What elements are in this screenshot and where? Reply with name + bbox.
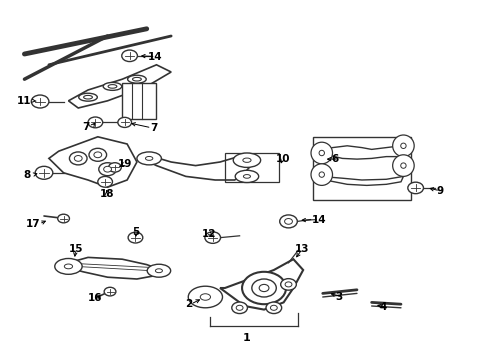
Ellipse shape bbox=[392, 155, 413, 176]
Ellipse shape bbox=[319, 150, 324, 156]
Text: 10: 10 bbox=[275, 154, 289, 164]
Ellipse shape bbox=[243, 158, 250, 162]
Ellipse shape bbox=[233, 153, 260, 167]
Text: 5: 5 bbox=[132, 227, 139, 237]
Circle shape bbox=[118, 117, 131, 127]
Text: 8: 8 bbox=[23, 170, 30, 180]
Text: 2: 2 bbox=[184, 299, 191, 309]
Ellipse shape bbox=[145, 157, 153, 160]
Ellipse shape bbox=[127, 75, 146, 83]
Circle shape bbox=[58, 214, 69, 223]
Ellipse shape bbox=[103, 82, 122, 90]
Ellipse shape bbox=[108, 85, 117, 88]
Ellipse shape bbox=[310, 142, 332, 164]
Bar bbox=[122, 83, 156, 119]
Ellipse shape bbox=[155, 269, 162, 273]
Circle shape bbox=[285, 282, 291, 287]
Polygon shape bbox=[49, 137, 137, 187]
Circle shape bbox=[279, 215, 297, 228]
Circle shape bbox=[242, 272, 285, 304]
Circle shape bbox=[122, 50, 137, 62]
Text: 4: 4 bbox=[379, 302, 386, 312]
Circle shape bbox=[259, 284, 268, 292]
Circle shape bbox=[103, 166, 111, 172]
Text: 14: 14 bbox=[148, 51, 163, 62]
Circle shape bbox=[104, 287, 116, 296]
Text: 7: 7 bbox=[81, 122, 89, 132]
Circle shape bbox=[270, 305, 277, 310]
Ellipse shape bbox=[319, 172, 324, 177]
Polygon shape bbox=[142, 155, 254, 180]
Circle shape bbox=[128, 232, 142, 243]
Circle shape bbox=[31, 95, 49, 108]
Ellipse shape bbox=[310, 164, 332, 185]
Text: 9: 9 bbox=[436, 186, 443, 196]
Text: 6: 6 bbox=[331, 154, 338, 164]
Circle shape bbox=[98, 176, 112, 187]
Bar bbox=[224, 153, 278, 182]
Text: 14: 14 bbox=[311, 215, 326, 225]
Circle shape bbox=[407, 182, 423, 194]
Text: 15: 15 bbox=[68, 244, 83, 254]
Text: 1: 1 bbox=[243, 333, 250, 343]
Circle shape bbox=[284, 219, 292, 224]
Circle shape bbox=[89, 148, 106, 161]
Text: 18: 18 bbox=[99, 189, 114, 199]
Ellipse shape bbox=[132, 77, 141, 81]
Ellipse shape bbox=[147, 264, 170, 277]
Polygon shape bbox=[63, 257, 161, 279]
Ellipse shape bbox=[235, 170, 258, 183]
Circle shape bbox=[35, 166, 53, 179]
Circle shape bbox=[204, 232, 220, 243]
Ellipse shape bbox=[400, 163, 405, 168]
Text: 11: 11 bbox=[17, 96, 32, 106]
Ellipse shape bbox=[64, 264, 72, 269]
Ellipse shape bbox=[400, 143, 405, 149]
Polygon shape bbox=[320, 146, 405, 159]
Ellipse shape bbox=[200, 294, 210, 300]
Circle shape bbox=[69, 152, 87, 165]
Text: 12: 12 bbox=[202, 229, 216, 239]
Circle shape bbox=[236, 305, 243, 310]
Ellipse shape bbox=[83, 95, 92, 99]
Ellipse shape bbox=[392, 135, 413, 157]
Polygon shape bbox=[320, 176, 403, 185]
Circle shape bbox=[88, 117, 102, 128]
Bar bbox=[312, 137, 410, 200]
Text: 16: 16 bbox=[88, 293, 102, 303]
Polygon shape bbox=[220, 259, 303, 310]
Ellipse shape bbox=[55, 258, 82, 274]
Text: 13: 13 bbox=[294, 244, 309, 254]
Circle shape bbox=[265, 302, 281, 314]
Circle shape bbox=[74, 156, 82, 161]
Polygon shape bbox=[68, 65, 171, 108]
Circle shape bbox=[251, 279, 276, 297]
Circle shape bbox=[94, 152, 102, 158]
Ellipse shape bbox=[188, 286, 222, 308]
Circle shape bbox=[108, 163, 121, 172]
Text: 19: 19 bbox=[117, 159, 132, 169]
Ellipse shape bbox=[79, 93, 97, 101]
Text: 17: 17 bbox=[26, 219, 41, 229]
Ellipse shape bbox=[243, 175, 250, 178]
Circle shape bbox=[280, 279, 296, 290]
Circle shape bbox=[231, 302, 247, 314]
Ellipse shape bbox=[137, 152, 161, 165]
Text: 3: 3 bbox=[335, 292, 342, 302]
Text: 7: 7 bbox=[150, 123, 158, 133]
Circle shape bbox=[99, 163, 116, 176]
